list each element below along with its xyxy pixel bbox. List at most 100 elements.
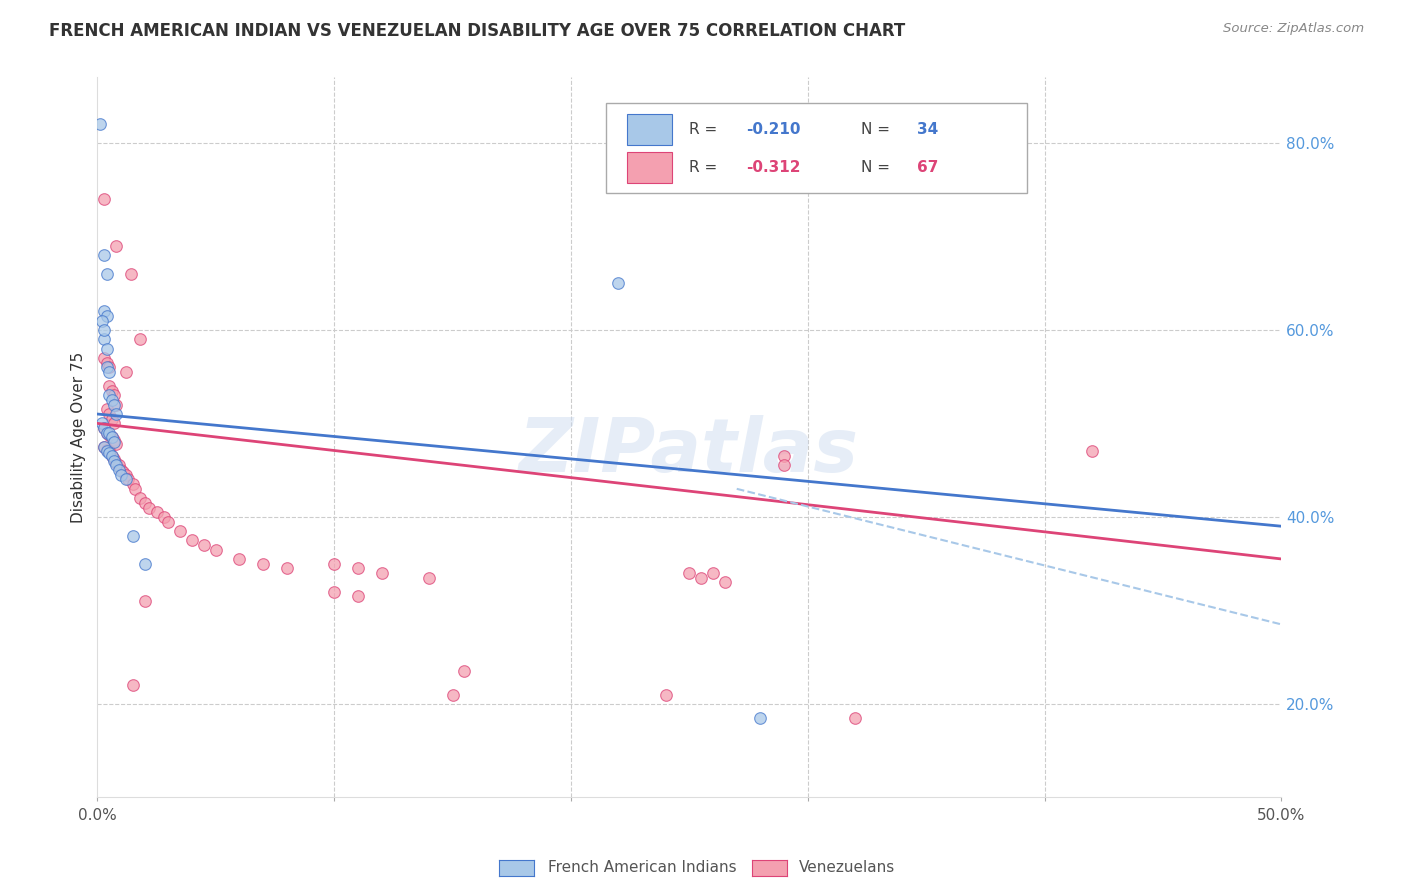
Point (228, 552, 250, 566)
Point (122, 528, 145, 542)
Point (124, 482, 146, 496)
Point (105, 238, 128, 252)
Point (1081, 444, 1104, 458)
Bar (627, 153, 672, 183)
Point (98, 407, 121, 421)
Bar (627, 114, 672, 145)
Text: FRENCH AMERICAN INDIAN VS VENEZUELAN DISABILITY AGE OVER 75 CORRELATION CHART: FRENCH AMERICAN INDIAN VS VENEZUELAN DIS… (49, 22, 905, 40)
Point (98, 427, 121, 442)
Point (114, 473, 136, 487)
Point (91, 313, 114, 327)
Point (98, 388, 121, 402)
Point (204, 542, 226, 557)
Point (370, 566, 392, 580)
Point (129, 332, 152, 346)
Point (96, 425, 118, 440)
Point (96, 402, 118, 417)
Text: Venezuelans: Venezuelans (799, 860, 894, 874)
Point (103, 434, 125, 448)
Point (100, 449, 122, 463)
Point (100, 449, 122, 463)
Point (145, 505, 167, 519)
Point (96, 360, 118, 375)
Point (110, 467, 132, 482)
Point (96, 425, 118, 440)
Point (347, 590, 370, 604)
Point (690, 571, 713, 585)
Point (103, 388, 125, 402)
Point (107, 463, 129, 477)
Point (100, 430, 122, 444)
Point (169, 524, 191, 538)
Point (103, 398, 125, 412)
Point (98, 379, 121, 393)
Point (122, 678, 145, 692)
Text: French American Indians: French American Indians (548, 860, 737, 874)
Point (117, 473, 139, 487)
Point (91, 417, 114, 431)
Point (134, 594, 156, 608)
Point (96, 267, 118, 281)
Point (323, 584, 346, 599)
Point (654, 688, 676, 702)
Point (103, 454, 125, 468)
Text: Source: ZipAtlas.com: Source: ZipAtlas.com (1223, 22, 1364, 36)
Point (773, 449, 796, 463)
Point (122, 477, 145, 491)
Text: -0.210: -0.210 (747, 122, 800, 136)
Point (134, 557, 156, 571)
Point (134, 496, 156, 510)
Point (105, 407, 128, 421)
Y-axis label: Disability Age Over 75: Disability Age Over 75 (72, 351, 86, 523)
Point (607, 276, 630, 290)
Point (702, 566, 724, 580)
Point (152, 509, 174, 524)
Point (773, 458, 796, 473)
Point (96, 356, 118, 370)
Point (193, 538, 215, 552)
Point (93, 323, 115, 337)
Point (453, 664, 475, 678)
Point (323, 557, 346, 571)
Point (100, 430, 122, 444)
Point (98, 365, 121, 379)
Point (120, 267, 142, 281)
Point (107, 458, 129, 473)
Point (96, 442, 118, 457)
Point (103, 417, 125, 431)
Text: 34: 34 (917, 122, 938, 136)
Text: R =: R = (689, 122, 723, 136)
FancyBboxPatch shape (606, 103, 1026, 193)
Point (89, 117, 111, 131)
Text: ZIPatlas: ZIPatlas (519, 416, 859, 488)
Point (96, 444, 118, 458)
Point (93, 421, 115, 435)
Point (418, 571, 440, 585)
Point (93, 440, 115, 454)
Text: N =: N = (860, 160, 896, 175)
Point (138, 500, 160, 515)
Point (93, 351, 115, 365)
Point (181, 533, 204, 548)
Point (93, 248, 115, 262)
Point (844, 711, 866, 725)
Point (105, 437, 128, 451)
Point (678, 566, 700, 580)
Point (157, 515, 180, 529)
Point (105, 456, 128, 470)
Text: R =: R = (689, 160, 723, 175)
Point (105, 398, 128, 412)
Text: -0.312: -0.312 (747, 160, 800, 175)
Point (103, 451, 125, 466)
Point (93, 192, 115, 206)
Point (347, 561, 370, 575)
Point (276, 561, 298, 575)
Point (93, 421, 115, 435)
Point (98, 360, 121, 375)
Text: N =: N = (860, 122, 896, 136)
Point (93, 440, 115, 454)
Point (129, 491, 152, 505)
Point (98, 425, 121, 440)
Point (100, 411, 122, 425)
Point (103, 435, 125, 450)
